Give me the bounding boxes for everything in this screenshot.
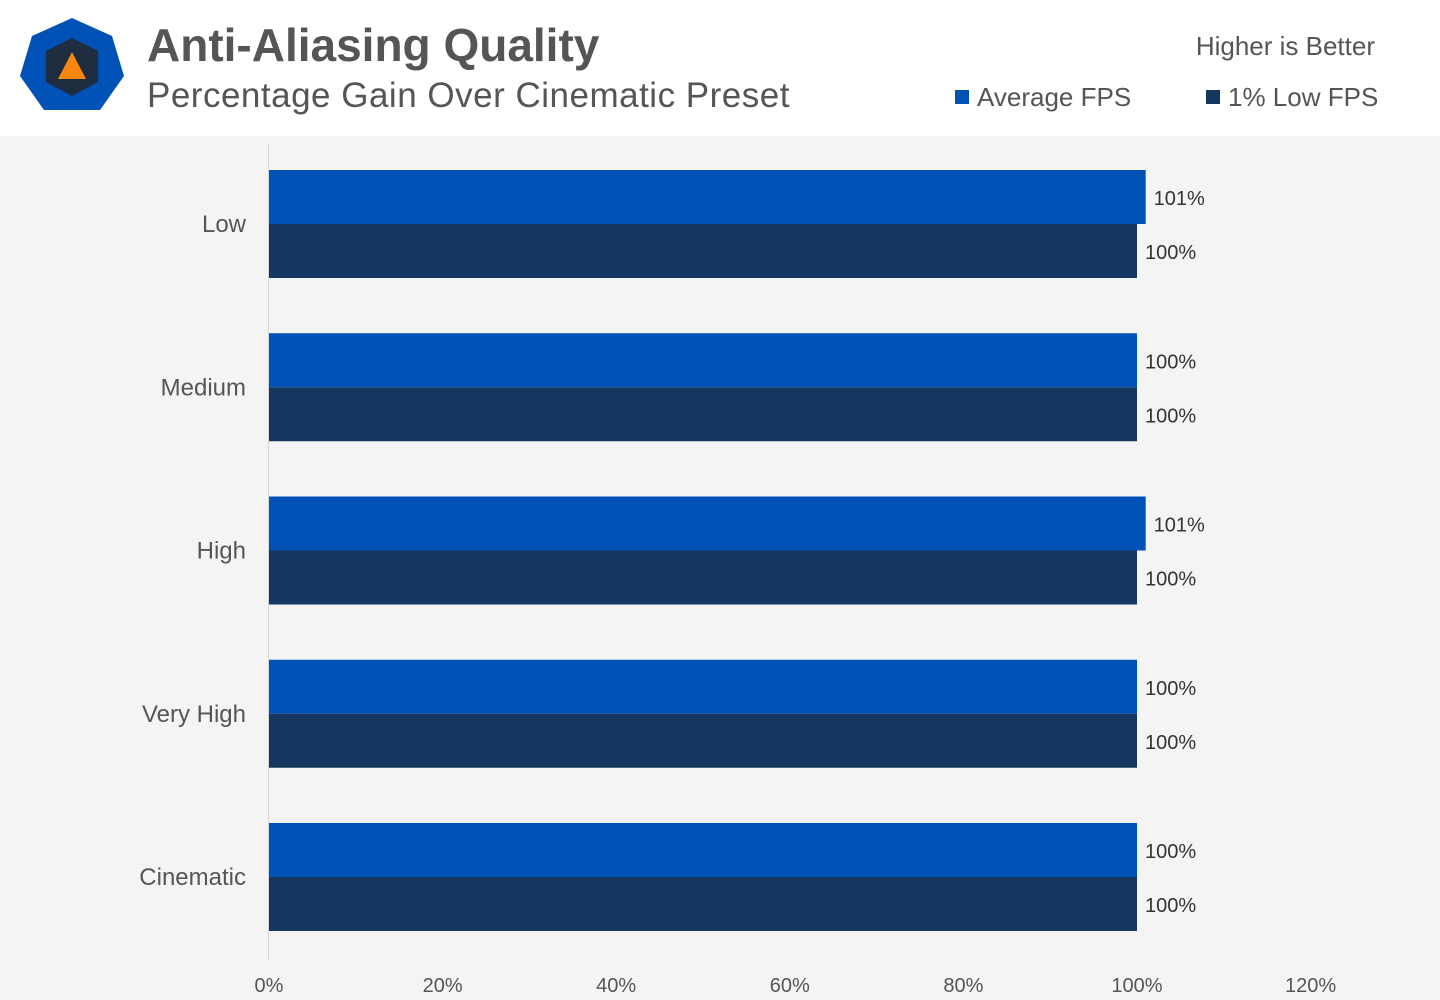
category-label-very-high: Very High: [142, 701, 246, 728]
data-label-low-series-2: 100%: [1145, 242, 1196, 264]
data-label-very-high-series-2: 100%: [1145, 732, 1196, 754]
x-tick-label-20: 20%: [423, 975, 463, 997]
data-label-medium-series-1: 100%: [1145, 351, 1196, 373]
x-tick-label-60: 60%: [770, 975, 810, 997]
x-tick-label-120: 120%: [1285, 975, 1336, 997]
bar-high-series-1: [269, 496, 1146, 551]
bar-medium-series-1: [269, 333, 1137, 388]
x-tick-label-0: 0%: [255, 975, 284, 997]
hexagon-triangle-logo-icon: [20, 18, 124, 110]
chart-header: Anti-Aliasing Quality Percentage Gain Ov…: [0, 0, 1440, 136]
x-tick-label-80: 80%: [943, 975, 983, 997]
chart-title: Anti-Aliasing Quality: [147, 19, 600, 71]
x-tick-label-40: 40%: [596, 975, 636, 997]
bar-low-series-2: [269, 224, 1137, 278]
bar-high-series-2: [269, 550, 1137, 605]
bar-cinematic-series-2: [269, 877, 1137, 931]
bar-medium-series-2: [269, 387, 1137, 442]
bar-very-high-series-2: [269, 713, 1137, 768]
data-label-very-high-series-1: 100%: [1145, 678, 1196, 700]
x-tick-label-100: 100%: [1111, 975, 1162, 997]
category-label-low: Low: [202, 211, 247, 238]
chart-subtitle: Percentage Gain Over Cinematic Preset: [147, 76, 790, 115]
data-label-low-series-1: 101%: [1154, 188, 1205, 210]
bar-cinematic-series-1: [269, 823, 1137, 877]
category-label-high: High: [197, 538, 246, 565]
data-label-high-series-1: 101%: [1154, 515, 1205, 537]
legend-swatch-1pct-low-fps: [1206, 90, 1220, 104]
category-label-cinematic: Cinematic: [139, 864, 246, 891]
higher-is-better-note: Higher is Better: [1195, 31, 1375, 61]
bar-very-high-series-1: [269, 659, 1137, 714]
data-label-high-series-2: 100%: [1145, 569, 1196, 591]
legend-item-1pct-low-fps: 1% Low FPS: [1206, 82, 1378, 112]
bar-low-series-1: [269, 170, 1146, 224]
legend-label-1pct-low-fps: 1% Low FPS: [1228, 81, 1379, 112]
category-label-medium: Medium: [161, 374, 246, 401]
data-label-medium-series-2: 100%: [1145, 405, 1196, 427]
legend-swatch-average-fps: [955, 90, 969, 104]
legend-item-average-fps: Average FPS: [955, 82, 1131, 112]
legend-label-average-fps: Average FPS: [977, 81, 1132, 112]
data-label-cinematic-series-2: 100%: [1145, 895, 1196, 917]
data-label-cinematic-series-1: 100%: [1145, 841, 1196, 863]
